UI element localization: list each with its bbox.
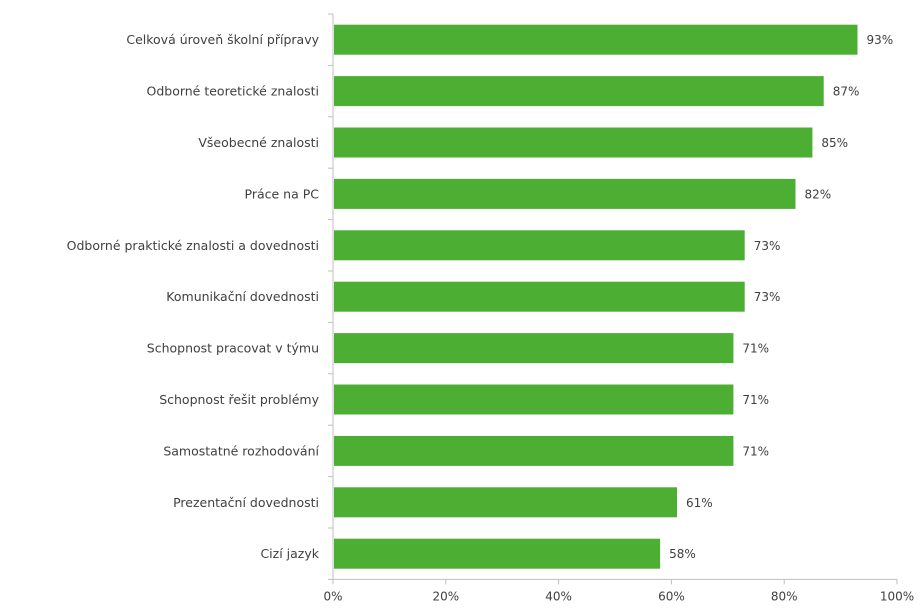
data-label: 71%	[742, 393, 769, 407]
x-tick-label: 0%	[323, 589, 342, 603]
category-label: Všeobecné znalosti	[198, 135, 319, 150]
bar	[334, 127, 813, 158]
category-label: Celková úroveň školní přípravy	[126, 32, 319, 47]
x-tick-label: 20%	[432, 589, 459, 603]
bar	[334, 333, 734, 364]
axes	[328, 13, 898, 585]
data-label: 93%	[867, 33, 894, 47]
x-tick-label: 60%	[658, 589, 685, 603]
data-label: 71%	[742, 444, 769, 458]
bar	[334, 384, 734, 415]
data-label: 73%	[754, 290, 781, 304]
bar	[334, 435, 734, 466]
category-label: Schopnost řešit problémy	[159, 392, 319, 407]
x-tick-label: 40%	[545, 589, 572, 603]
bar	[334, 178, 796, 209]
category-label: Schopnost pracovat v týmu	[147, 341, 319, 356]
category-label: Odborné praktické znalosti a dovednosti	[67, 238, 319, 253]
data-label: 87%	[833, 85, 860, 99]
category-label: Samostatné rozhodování	[163, 443, 319, 458]
x-tick-label: 80%	[771, 589, 798, 603]
category-label: Prezentační dovednosti	[173, 495, 319, 510]
bars-layer	[334, 24, 858, 569]
category-label: Odborné teoretické znalosti	[146, 84, 319, 99]
category-label: Práce na PC	[245, 186, 320, 201]
data-label: 61%	[686, 496, 713, 510]
data-label: 58%	[669, 547, 696, 561]
bar	[334, 76, 824, 107]
bar	[334, 24, 858, 55]
labels-layer: Celková úroveň školní přípravy 93% Odborné…	[67, 32, 915, 603]
bar	[334, 281, 745, 312]
data-label: 73%	[754, 239, 781, 253]
data-label: 82%	[805, 187, 832, 201]
category-label: Komunikační dovednosti	[166, 289, 319, 304]
data-label: 71%	[742, 342, 769, 356]
category-label: Cizí jazyk	[260, 546, 319, 561]
bar	[334, 538, 661, 569]
x-tick-label: 100%	[880, 589, 914, 603]
data-label: 85%	[821, 136, 848, 150]
bar	[334, 487, 677, 518]
bar	[334, 230, 745, 261]
